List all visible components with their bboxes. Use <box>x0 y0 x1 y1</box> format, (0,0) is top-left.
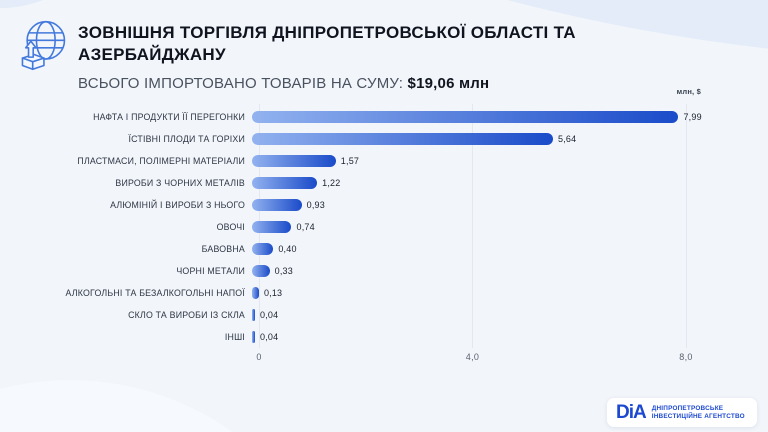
bar-track: 0,40 <box>252 243 768 255</box>
bar <box>252 265 270 277</box>
category-label: АЛКОГОЛЬНІ ТА БЕЗАЛКОГОЛЬНІ НАПОЇ <box>65 288 245 298</box>
chart-row: СКЛО ТА ВИРОБИ ІЗ СКЛА 0,04 <box>0 304 768 326</box>
category-label: БАВОВНА <box>201 244 245 254</box>
dia-org-line2: ІНВЕСТИЦІЙНЕ АГЕНТСТВО <box>651 412 745 420</box>
chart-row: АЛКОГОЛЬНІ ТА БЕЗАЛКОГОЛЬНІ НАПОЇ 0,13 <box>0 282 768 304</box>
bar <box>252 331 255 343</box>
axis-tick-label: 8,0 <box>679 352 693 362</box>
bar-track: 0,04 <box>252 309 768 321</box>
bar-chart: НАФТА І ПРОДУКТИ ЇЇ ПЕРЕГОНКИ 7,99 ЇСТІВНІ… <box>0 104 768 370</box>
bar-rows: НАФТА І ПРОДУКТИ ЇЇ ПЕРЕГОНКИ 7,99 ЇСТІВНІ… <box>0 106 768 348</box>
category-label: АЛЮМІНІЙ І ВИРОБИ З НЬОГО <box>110 200 245 210</box>
chart-row: БАВОВНА 0,40 <box>0 238 768 260</box>
chart-row: ЧОРНІ МЕТАЛИ 0,33 <box>0 260 768 282</box>
axis-unit-label: млн, $ <box>676 87 701 96</box>
bar-track: 0,13 <box>252 287 768 299</box>
bar <box>252 243 274 255</box>
bar-track: 1,22 <box>252 177 768 189</box>
category-label: ЧОРНІ МЕТАЛИ <box>176 266 245 276</box>
value-label: 0,40 <box>278 244 297 254</box>
subtitle-total-value: $19,06 млн <box>407 75 490 92</box>
category-label: ПЛАСТМАСИ, ПОЛІМЕРНІ МАТЕРІАЛИ <box>77 156 245 166</box>
bar <box>252 199 302 211</box>
value-label: 0,93 <box>306 200 325 210</box>
value-label: 1,22 <box>322 178 341 188</box>
dia-org-line1: ДНІПРОПЕТРОВСЬКЕ <box>651 405 724 412</box>
bar-track: 5,64 <box>252 133 768 145</box>
background-circle-topleft-decoration <box>0 0 120 8</box>
value-label: 1,57 <box>340 156 360 166</box>
globe-import-icon <box>15 16 71 74</box>
dia-logo-org-name: ДНІПРОПЕТРОВСЬКЕ ІНВЕСТИЦІЙНЕ АГЕНТСТВО <box>652 405 745 420</box>
category-label: СКЛО ТА ВИРОБИ ІЗ СКЛА <box>128 310 245 320</box>
subtitle-label: ВСЬОГО ІМПОРТОВАНО ТОВАРІВ НА СУМУ: <box>78 75 408 92</box>
category-label: НАФТА І ПРОДУКТИ ЇЇ ПЕРЕГОНКИ <box>93 112 245 122</box>
page-title-line1: ЗОВНІШНЯ ТОРГІВЛЯ ДНІПРОПЕТРОВСЬКОЇ ОБЛА… <box>78 23 576 42</box>
chart-row: ЇСТІВНІ ПЛОДИ ТА ГОРІХИ 5,64 <box>0 128 768 150</box>
value-label: 0,04 <box>260 310 279 320</box>
bar-track: 1,57 <box>252 155 768 167</box>
bar <box>252 111 679 123</box>
category-label: ВИРОБИ З ЧОРНИХ МЕТАЛІВ <box>115 178 245 188</box>
bar <box>252 221 292 233</box>
value-label: 5,64 <box>558 134 577 144</box>
gridline <box>472 104 473 348</box>
bar <box>252 177 318 189</box>
bar-track: 0,74 <box>252 221 768 233</box>
chart-row: ОВОЧІ 0,74 <box>0 216 768 238</box>
chart-row: ПЛАСТМАСИ, ПОЛІМЕРНІ МАТЕРІАЛИ 1,57 <box>0 150 768 172</box>
gridline <box>685 104 687 348</box>
bar <box>252 309 255 321</box>
category-label: ЇСТІВНІ ПЛОДИ ТА ГОРІХИ <box>128 134 245 144</box>
bar-track: 0,33 <box>252 265 768 277</box>
chart-row: ВИРОБИ З ЧОРНИХ МЕТАЛІВ 1,22 <box>0 172 768 194</box>
value-label: 0,04 <box>260 332 279 342</box>
chart-row: АЛЮМІНІЙ І ВИРОБИ З НЬОГО 0,93 <box>0 194 768 216</box>
axis-tick-label: 4,0 <box>465 352 480 362</box>
dia-logo: DiA ДНІПРОПЕТРОВСЬКЕ ІНВЕСТИЦІЙНЕ АГЕНТС… <box>607 398 757 427</box>
bar-track: 0,04 <box>252 331 768 343</box>
value-label: 0,74 <box>296 222 315 232</box>
bar-track: 7,99 <box>252 111 768 123</box>
category-label: ОВОЧІ <box>216 222 245 232</box>
chart-row: ІНШІ 0,04 <box>0 326 768 348</box>
chart-subtitle: ВСЬОГО ІМПОРТОВАНО ТОВАРІВ НА СУМУ: $19,… <box>78 75 489 92</box>
bar <box>252 287 259 299</box>
bar <box>252 155 336 167</box>
bar <box>252 133 554 145</box>
bar-track: 0,93 <box>252 199 768 211</box>
axis-tick-label: 0 <box>256 352 262 362</box>
dia-logo-text: DiA <box>616 402 647 423</box>
value-label: 0,13 <box>263 288 283 298</box>
page-title-line2: АЗЕРБАЙДЖАНУ <box>78 44 226 64</box>
background-circle-bottomleft-decoration <box>0 380 350 432</box>
chart-row: НАФТА І ПРОДУКТИ ЇЇ ПЕРЕГОНКИ 7,99 <box>0 106 768 128</box>
value-label: 0,33 <box>274 266 293 276</box>
category-label: ІНШІ <box>224 332 245 342</box>
value-label: 7,99 <box>683 112 702 122</box>
page-title: ЗОВНІШНЯ ТОРГІВЛЯ ДНІПРОПЕТРОВСЬКОЇ ОБЛА… <box>78 22 576 65</box>
